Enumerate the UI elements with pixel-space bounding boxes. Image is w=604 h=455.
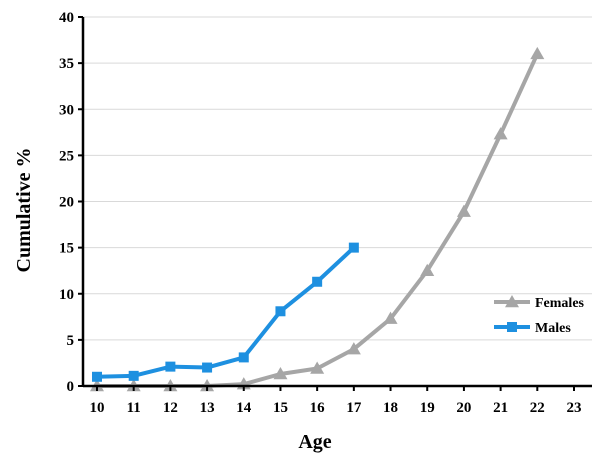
x-tick-label: 17 [346,400,362,416]
data-point-square [312,276,323,287]
series-line-females [97,53,540,388]
x-tick-label: 22 [530,400,545,416]
y-tick-label: 0 [67,379,75,395]
x-tick-label: 20 [456,400,471,416]
x-tick-label: 18 [383,400,398,416]
data-point-triangle [493,127,508,140]
ticks: 0 5 10 15 20 25 30 35 40 10 11 12 13 14 15 16 17 18 19 20 21… [59,10,582,416]
legend-label: Females [535,296,585,311]
legend-item-females: Females [494,295,585,311]
data-point-square [275,306,286,317]
y-tick-label: 35 [59,56,74,72]
legend: Females Males [494,295,585,336]
x-tick-label: 21 [493,400,508,416]
data-point-triangle [273,367,288,380]
y-tick-label: 10 [59,287,74,303]
y-tick-label: 30 [59,102,74,118]
x-tick-label: 13 [200,400,215,416]
y-tick-label: 25 [59,148,74,164]
data-point-triangle [505,295,519,308]
data-point-square [507,322,517,332]
data-point-square [202,362,213,373]
gridlines [83,16,592,341]
legend-item-males: Males [494,321,571,336]
data-point-square [165,361,176,372]
x-tick-label: 10 [90,400,105,416]
data-point-triangle [346,342,361,355]
series-line-males [96,246,356,379]
x-tick-label: 19 [420,400,435,416]
y-tick-label: 5 [67,333,75,349]
data-point-square [92,371,102,382]
x-tick-label: 16 [310,400,326,416]
data-point-triangle [456,204,471,217]
data-point-square [348,242,359,253]
x-tick-label: 14 [236,400,252,416]
data-point-triangle [530,46,545,60]
y-tick-label: 15 [59,241,74,257]
data-point-square [128,370,139,381]
series-males [92,242,359,382]
x-tick-label: 23 [567,400,582,416]
x-tick-label: 11 [127,400,141,416]
y-axis-title: Cumulative % [13,148,35,273]
x-axis-title: Age [298,431,331,453]
x-tick-label: 12 [163,400,178,416]
legend-label: Males [535,321,571,336]
x-tick-label: 15 [273,400,288,416]
y-tick-label: 20 [59,195,74,211]
y-tick-label: 40 [59,10,74,26]
data-point-square [238,352,249,363]
data-point-triangle [310,361,325,374]
data-point-triangle [383,311,398,324]
data-point-triangle [420,263,435,276]
